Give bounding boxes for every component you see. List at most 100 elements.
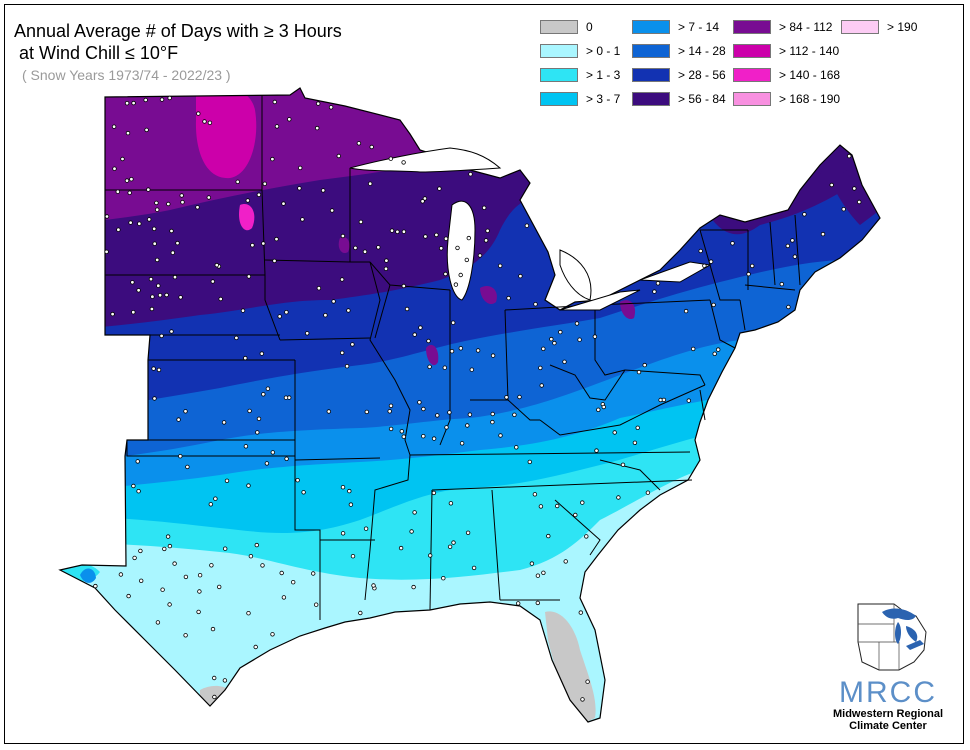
station-marker [129, 176, 134, 182]
station-marker [311, 571, 316, 576]
station-marker [197, 589, 202, 594]
station-marker [111, 124, 117, 129]
station-marker [156, 283, 161, 288]
station-marker [247, 408, 252, 414]
station-marker [316, 101, 321, 106]
station-marker [459, 441, 465, 446]
station-marker [148, 276, 154, 282]
station-marker [262, 181, 267, 186]
legend-swatch [540, 92, 578, 106]
station-marker [585, 679, 590, 684]
station-marker [104, 214, 110, 219]
station-marker [412, 510, 417, 515]
station-marker [138, 548, 143, 554]
station-marker [399, 429, 404, 434]
station-marker [498, 433, 503, 438]
station-marker [183, 574, 189, 580]
station-marker [852, 186, 857, 191]
station-marker [353, 245, 358, 251]
station-marker [202, 119, 207, 124]
station-marker [636, 369, 642, 375]
station-marker [179, 193, 184, 198]
station-marker [483, 238, 489, 243]
station-marker [388, 156, 393, 161]
station-marker [328, 105, 334, 110]
station-marker [340, 531, 346, 536]
station-marker [151, 366, 156, 371]
legend-label: > 7 - 14 [678, 20, 720, 34]
station-marker [538, 504, 544, 509]
legend-item: > 190 [841, 20, 961, 36]
station-marker [574, 321, 580, 326]
station-marker [368, 181, 373, 186]
station-marker [388, 403, 394, 408]
legend-item: > 28 - 56 [632, 68, 752, 84]
station-marker [468, 171, 473, 177]
station-marker [431, 436, 437, 441]
station-marker [529, 561, 535, 566]
station-marker [584, 534, 589, 539]
station-marker [104, 249, 109, 254]
station-marker [427, 364, 432, 369]
station-marker [240, 308, 246, 313]
station-marker [210, 279, 215, 284]
station-marker [532, 492, 538, 497]
station-marker [401, 434, 406, 439]
station-marker [539, 383, 544, 388]
station-marker [154, 257, 160, 263]
station-marker [546, 533, 551, 539]
legend-label: > 1 - 3 [586, 68, 621, 82]
station-marker [156, 367, 162, 373]
station-marker [159, 333, 164, 339]
station-marker [152, 396, 157, 401]
station-marker [746, 271, 751, 277]
station-marker [442, 365, 447, 370]
station-marker [255, 430, 260, 435]
station-marker [655, 281, 661, 286]
station-marker [348, 502, 354, 507]
station-marker [601, 404, 606, 410]
station-marker [506, 295, 511, 301]
station-marker [243, 444, 249, 449]
station-marker [421, 434, 426, 439]
station-marker [246, 611, 251, 616]
legend-label: > 3 - 7 [586, 92, 621, 106]
station-marker [214, 262, 219, 268]
station-marker [702, 263, 707, 268]
station-marker [152, 241, 157, 246]
station-marker [316, 286, 322, 291]
station-marker [549, 336, 554, 342]
station-marker [154, 200, 159, 206]
station-marker [485, 228, 490, 233]
station-marker [356, 141, 362, 146]
title-line-2: at Wind Chill ≤ 10°F [14, 43, 179, 63]
station-marker [196, 111, 201, 116]
station-marker [175, 240, 180, 246]
station-marker [541, 346, 546, 351]
station-marker [389, 228, 395, 233]
station-marker [167, 95, 172, 101]
station-marker [358, 219, 364, 225]
station-marker [127, 190, 132, 195]
station-marker [451, 320, 456, 325]
station-marker [363, 526, 369, 531]
station-marker [388, 426, 394, 432]
station-marker [218, 296, 223, 302]
station-marker [131, 310, 136, 315]
legend-swatch [632, 68, 670, 82]
station-marker [260, 563, 265, 568]
station-marker [498, 263, 503, 268]
legend-item: > 56 - 84 [632, 92, 752, 108]
station-marker [409, 529, 414, 534]
station-marker [504, 395, 509, 400]
station-marker [146, 187, 151, 192]
station-marker [471, 565, 477, 571]
station-marker [412, 332, 417, 337]
station-marker [730, 241, 735, 246]
station-marker [404, 306, 410, 312]
station-marker [411, 584, 416, 590]
station-marker [562, 359, 567, 364]
station-marker [159, 97, 165, 102]
station-marker [295, 478, 300, 483]
